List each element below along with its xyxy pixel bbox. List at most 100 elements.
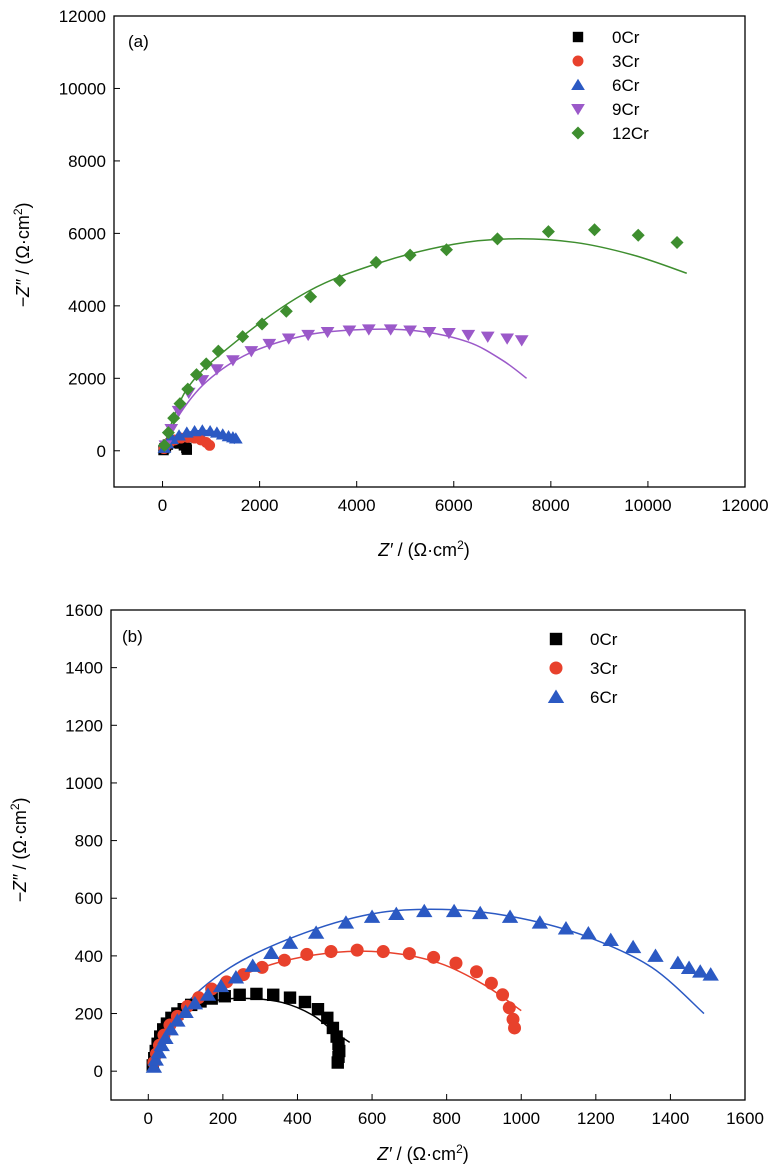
y-tick-label: 400 (75, 947, 103, 966)
legend-label-0cr: 0Cr (612, 28, 640, 47)
data-point-6cr (169, 1013, 186, 1027)
data-point-3cr (402, 947, 416, 961)
data-point-6cr (307, 925, 325, 939)
data-point-6cr (531, 915, 549, 929)
data-point-9cr (244, 346, 259, 358)
data-point-12cr (670, 235, 684, 249)
legend-label-6cr: 6Cr (590, 688, 618, 707)
x-tick-label: 0 (158, 496, 167, 515)
x-tick-label: 2000 (241, 496, 279, 515)
x-axis-title-b: Z′ / (Ω·cm2) (376, 1142, 469, 1164)
y-axis-title-close-a: ) (13, 202, 33, 208)
data-point-12cr (255, 317, 269, 331)
x-axis-ticks-b: 0 200 400 600 800 1000 1200 1400 1600 (144, 1094, 764, 1128)
x-axis-title-a: Z′ / (Ω·cm2) (377, 538, 470, 560)
data-point-12cr (631, 228, 645, 242)
data-point-6cr (445, 903, 463, 918)
data-point-6cr (416, 903, 433, 918)
data-point-3cr (427, 950, 441, 964)
x-tick-label: 1000 (502, 1109, 540, 1128)
data-point-12cr (541, 225, 555, 239)
data-point-3cr (469, 965, 483, 979)
data-point-9cr (383, 324, 398, 336)
data-point-6cr (150, 1045, 167, 1059)
legend-label-3cr: 3Cr (612, 52, 640, 71)
data-point-6cr (157, 1030, 174, 1044)
data-point-6cr (388, 906, 405, 921)
data-point-6cr (472, 905, 489, 920)
data-point-0cr (181, 444, 193, 455)
data-point-3cr (324, 945, 338, 959)
data-point-9cr (342, 325, 357, 337)
data-point-12cr (161, 426, 175, 440)
y-tick-label: 2000 (68, 369, 106, 388)
x-axis-title-sup-a: 2 (457, 538, 464, 552)
x-tick-label: 12000 (721, 496, 768, 515)
data-point-6cr (227, 970, 245, 984)
data-point-12cr (333, 273, 347, 287)
fit-curves-a (161, 238, 687, 452)
fit-curve-12cr (161, 238, 687, 452)
y-axis-title-unit-b: / (Ω·cm (10, 810, 30, 874)
x-tick-label: 1200 (577, 1109, 615, 1128)
data-point-9cr (480, 331, 495, 343)
x-tick-label: 600 (358, 1109, 386, 1128)
data-point-0cr (311, 1003, 325, 1016)
data-point-6cr (212, 978, 230, 993)
legend-label-3cr: 3Cr (590, 659, 618, 678)
data-point-6cr (692, 964, 709, 978)
panel-a: 0 2000 4000 6000 8000 10000 12000 0 2000 4000 600… (11, 7, 769, 560)
y-tick-label: 4000 (68, 297, 106, 316)
data-point-6cr (263, 945, 280, 959)
legend-marker-3cr (549, 661, 563, 675)
data-point-6cr (186, 996, 204, 1010)
data-point-0cr (298, 995, 312, 1009)
x-tick-label: 0 (144, 1109, 153, 1128)
data-point-12cr (403, 248, 417, 262)
data-point-6cr (602, 932, 619, 946)
data-point-12cr (181, 382, 195, 396)
x-axis-title-symbol-b: Z′ (376, 1144, 392, 1164)
data-point-12cr (279, 304, 293, 318)
data-point-12cr (173, 397, 187, 411)
data-point-0cr (283, 991, 297, 1004)
plot-frame-a (113, 15, 746, 488)
data-point-0cr (321, 1011, 334, 1025)
y-tick-label: 8000 (68, 152, 106, 171)
data-point-12cr (167, 411, 181, 425)
data-point-12cr (157, 438, 171, 452)
legend-marker-3cr (572, 55, 584, 67)
y-axis-title-sup-b: 2 (8, 803, 22, 810)
data-point-9cr (320, 326, 335, 339)
y-axis-title-symbol-b: −Z″ (10, 874, 30, 903)
y-tick-label: 600 (75, 889, 103, 908)
data-point-9cr (442, 328, 456, 340)
data-point-6cr (557, 921, 575, 935)
data-point-0cr (250, 987, 263, 1001)
fit-curve-9cr (161, 328, 528, 452)
data-markers-a (157, 223, 684, 456)
legend-label-0cr: 0Cr (590, 630, 618, 649)
y-tick-label: 1400 (65, 659, 103, 678)
x-axis-ticks-a: 0 2000 4000 6000 8000 10000 12000 (158, 481, 769, 515)
panel-b: 0 200 400 600 800 1000 1200 1400 1600 0 200 400 600… (8, 601, 764, 1164)
legend-label-12cr: 12Cr (612, 124, 649, 143)
data-point-12cr (490, 232, 504, 246)
x-axis-title-unit-a: / (Ω·cm (393, 540, 457, 560)
y-axis-title-a: −Z″ / (Ω·cm2) (11, 202, 33, 307)
data-point-0cr (267, 988, 280, 1001)
data-point-3cr (449, 956, 463, 970)
legend-marker-0cr (549, 632, 563, 646)
data-point-0cr (218, 990, 231, 1003)
data-point-3cr (502, 1001, 516, 1015)
x-axis-title-unit-b: / (Ω·cm (392, 1144, 456, 1164)
x-tick-label: 800 (432, 1109, 460, 1128)
x-axis-title-close-a: ) (464, 540, 470, 560)
x-tick-label: 4000 (338, 496, 376, 515)
data-point-3cr (350, 943, 364, 957)
data-point-6cr (363, 909, 381, 923)
x-tick-label: 400 (283, 1109, 311, 1128)
data-point-3cr (484, 976, 498, 990)
data-markers-b (145, 903, 719, 1073)
